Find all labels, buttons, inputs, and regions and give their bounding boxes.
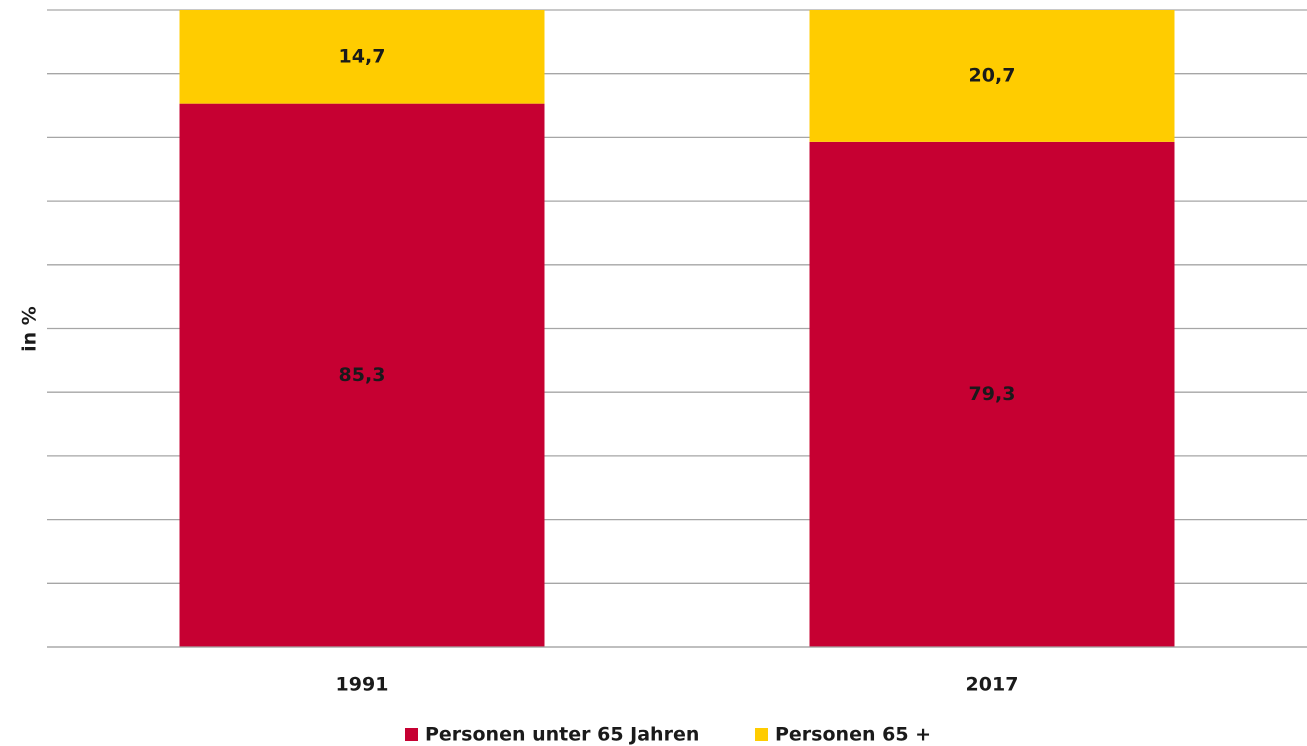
data-label: 20,7 — [969, 64, 1016, 86]
bar-segment — [809, 141, 1175, 647]
x-tick-label: 1991 — [336, 674, 389, 696]
data-label: 79,3 — [969, 383, 1016, 405]
legend-swatch — [405, 728, 418, 741]
bar-segment — [179, 103, 545, 648]
legend-label: Personen unter 65 Jahren — [425, 724, 699, 746]
bar-segment — [809, 10, 1175, 142]
legend-label: Personen 65 + — [775, 724, 931, 746]
y-axis-label: in % — [19, 306, 41, 352]
x-tick-label: 2017 — [966, 674, 1019, 696]
bar-segment — [179, 10, 545, 104]
data-label: 85,3 — [339, 364, 386, 386]
data-label: 14,7 — [339, 45, 386, 67]
legend-swatch — [755, 728, 768, 741]
